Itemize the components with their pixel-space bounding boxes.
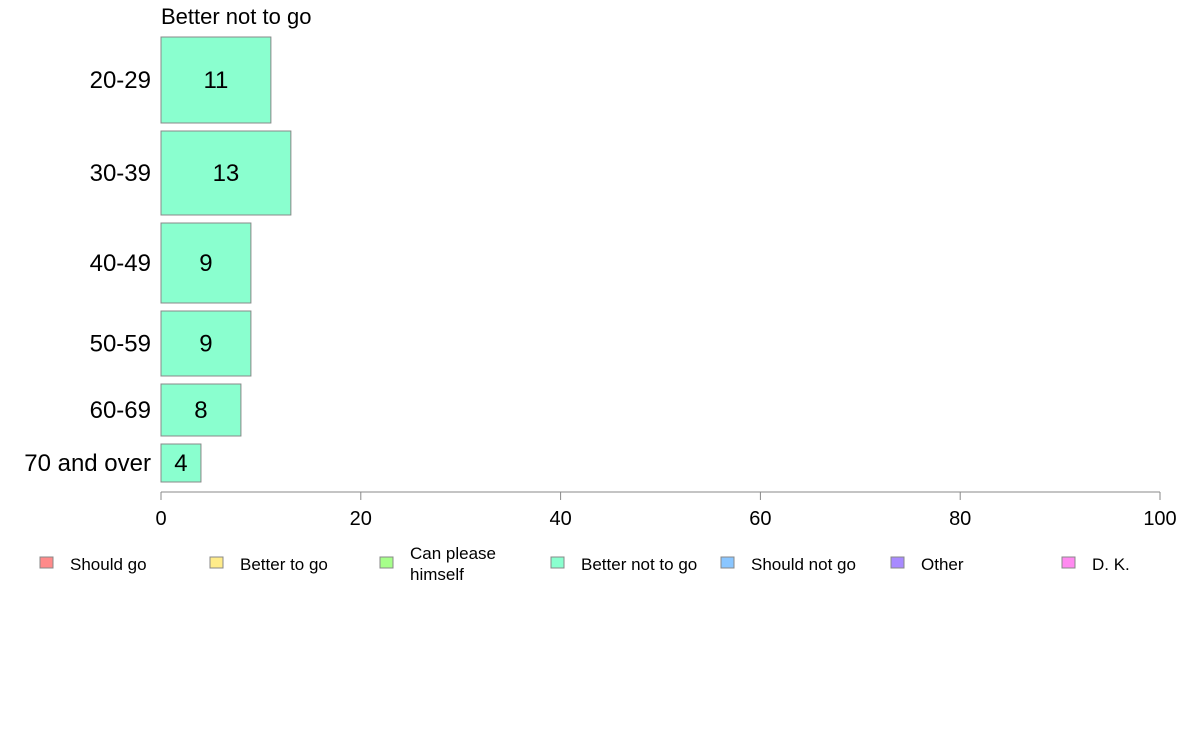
bar-value-label: 4: [174, 450, 187, 477]
bar-value-label: 9: [199, 250, 212, 277]
x-tick-label: 40: [549, 508, 571, 530]
category-labels: 20-29 30-39 40-49 50-59 60-69 70 and over: [24, 67, 151, 477]
legend-label: Can please: [410, 544, 496, 563]
legend: Should go Better to go Can please himself Be…: [39, 544, 1130, 584]
chart-title: Better not to go: [161, 4, 311, 29]
bar-value-label: 8: [194, 397, 207, 424]
x-tick-label: 20: [350, 508, 372, 530]
legend-swatch: [379, 556, 394, 569]
legend-label: D. K.: [1092, 555, 1130, 574]
bar: [160, 36, 272, 124]
legend-label: Other: [921, 555, 964, 574]
bar-value-label: 11: [203, 67, 228, 94]
category-label: 60-69: [90, 397, 151, 424]
legend-swatch: [720, 556, 735, 569]
x-tick-label: 60: [749, 508, 771, 530]
legend-label: Better not to go: [581, 555, 697, 574]
legend-label: Better to go: [240, 555, 328, 574]
category-label: 20-29: [90, 67, 151, 94]
category-label: 30-39: [90, 160, 151, 187]
legend-swatch: [550, 556, 565, 569]
bar: [160, 222, 252, 304]
category-label: 70 and over: [24, 450, 151, 477]
bars-group: 11 13 9 9 84: [160, 36, 292, 483]
legend-swatch: [890, 556, 905, 569]
x-tick-label: 0: [155, 508, 166, 530]
legend-swatch: [1061, 556, 1076, 569]
legend-swatch: [209, 556, 224, 569]
category-label: 50-59: [90, 331, 151, 358]
legend-swatch: [39, 556, 54, 569]
bar: [160, 130, 292, 216]
legend-label: Should go: [70, 555, 147, 574]
bar: [160, 310, 252, 377]
bar-value-label: 13: [213, 160, 240, 187]
bar: [160, 383, 242, 437]
x-tick-label: 100: [1143, 508, 1176, 530]
x-axis: 0 20 40 60 80 100: [155, 491, 1177, 530]
legend-label: Should not go: [751, 555, 856, 574]
legend-label: himself: [410, 565, 464, 584]
x-tick-label: 80: [949, 508, 971, 530]
category-label: 40-49: [90, 250, 151, 277]
bar-value-label: 9: [199, 331, 212, 358]
bar: [160, 443, 202, 483]
